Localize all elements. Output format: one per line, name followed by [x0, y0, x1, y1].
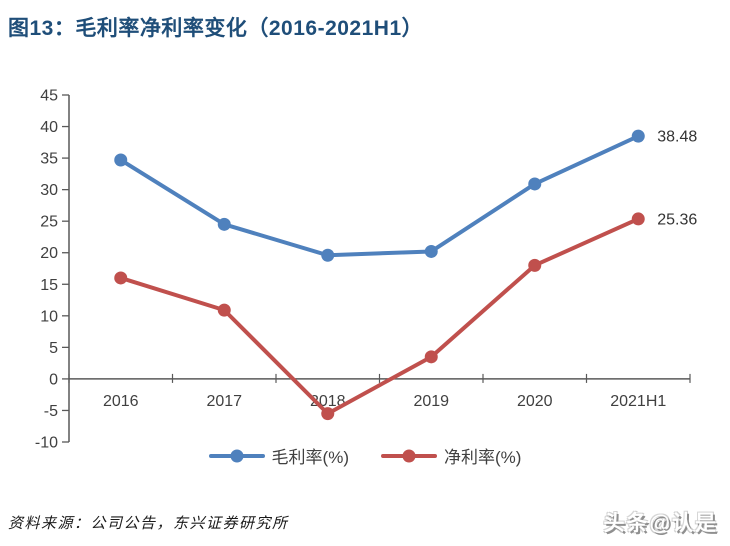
data-point-marker: [631, 212, 645, 226]
data-point-marker: [631, 129, 645, 143]
x-axis-category-label: 2017: [206, 393, 242, 410]
watermark: 头条@认是: [603, 512, 718, 535]
y-axis-tick-label: 35: [40, 151, 58, 168]
data-point-label: 25.36: [657, 211, 697, 228]
data-point-marker: [321, 407, 335, 421]
data-point-marker: [114, 271, 128, 285]
y-axis-tick-label: 45: [40, 88, 58, 105]
data-point-marker: [217, 303, 231, 317]
series-line: [118, 216, 641, 416]
series-line: [118, 134, 641, 258]
x-axis-category-label: 2020: [517, 393, 553, 410]
source-note: 资料来源：公司公告，东兴证券研究所: [8, 514, 289, 532]
gross-margin-line-marker-icon: [208, 449, 265, 462]
legend-item-gross-margin: 毛利率(%): [208, 443, 349, 468]
y-axis-tick-label: 15: [40, 277, 58, 294]
data-point-marker: [217, 217, 231, 231]
data-point-label: 38.48: [657, 129, 697, 146]
y-axis-tick-label: 10: [40, 308, 58, 325]
x-axis-category-label: 2016: [103, 393, 139, 410]
data-point-marker: [528, 258, 542, 272]
y-axis-tick-label: -10: [35, 435, 58, 452]
x-axis-category-label: 2021H1: [610, 393, 666, 410]
data-point-marker: [114, 153, 128, 167]
legend-item-net-margin: 净利率(%): [381, 443, 521, 468]
y-axis-tick-label: 30: [40, 182, 58, 199]
y-axis-tick-label: 0: [49, 371, 58, 388]
y-axis-tick-label: 25: [40, 214, 58, 231]
data-point-marker: [424, 350, 438, 364]
chart-legend: 毛利率(%) 净利率(%): [0, 443, 730, 468]
data-point-marker: [528, 177, 542, 191]
y-axis-tick-label: 5: [49, 340, 58, 357]
x-axis-category-label: 2019: [413, 393, 449, 410]
data-point-marker: [424, 244, 438, 258]
data-point-marker: [321, 248, 335, 262]
legend-label-gross-margin: 毛利率(%): [271, 448, 349, 467]
y-axis-tick-label: 20: [40, 245, 58, 262]
y-axis-tick-label: -5: [44, 403, 58, 420]
legend-label-net-margin: 净利率(%): [444, 448, 522, 467]
y-axis-tick-label: 40: [40, 119, 58, 136]
net-margin-line-marker-icon: [381, 449, 437, 462]
page-title: 图13：毛利率净利率变化（2016-2021H1）: [8, 17, 424, 40]
